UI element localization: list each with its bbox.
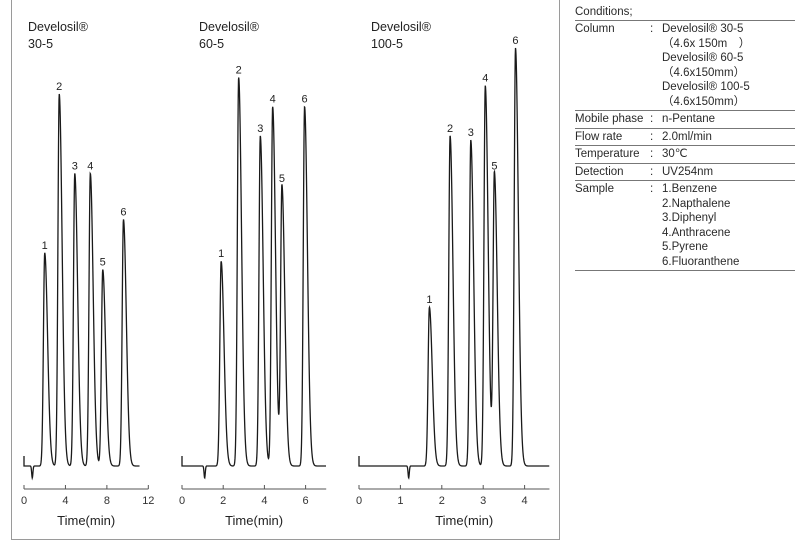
condition-key: Mobile phase <box>575 113 644 125</box>
x-tick-label: 4 <box>62 495 68 507</box>
condition-colon: : <box>650 148 654 160</box>
peak-label: 4 <box>482 73 488 85</box>
condition-row: Temperature:30℃ <box>575 146 795 164</box>
condition-value: n-Pentane <box>662 113 716 125</box>
x-tick-label: 6 <box>303 495 309 507</box>
condition-value: 1.Benzene <box>662 183 717 195</box>
condition-value: （4.6x150mm） <box>662 95 746 108</box>
panel-title: 30-5 <box>28 37 53 51</box>
condition-row: Detection: UV254nm <box>575 164 795 181</box>
condition-key: Temperature <box>575 148 640 160</box>
panel-title: Develosil® <box>371 20 432 34</box>
condition-row: Mobile phase: n-Pentane <box>575 111 795 129</box>
peak-label: 1 <box>42 240 48 252</box>
condition-colon: : <box>650 165 654 178</box>
condition-colon: : <box>650 113 654 125</box>
condition-key: Column <box>575 23 615 35</box>
panel-title: 100-5 <box>371 37 403 51</box>
x-axis-label: Time(min) <box>57 513 115 528</box>
x-axis-label: Time(min) <box>435 513 493 528</box>
peak-label: 6 <box>120 206 126 218</box>
condition-key: Flow rate <box>575 130 623 143</box>
chromatogram-trace <box>181 77 326 480</box>
peak-label: 2 <box>236 64 242 76</box>
condition-value: UV254nm <box>662 165 714 178</box>
condition-value: 5.Pyrene <box>662 241 709 253</box>
peak-label: 4 <box>87 160 93 172</box>
peak-label: 5 <box>491 160 497 172</box>
peak-label: 3 <box>72 160 78 172</box>
condition-colon: : <box>650 183 654 195</box>
peak-label: 4 <box>270 94 276 106</box>
panel-title: Develosil® <box>28 20 89 34</box>
x-tick-label: 4 <box>522 495 528 507</box>
condition-value: 6.Fluoranthene <box>662 255 740 268</box>
conditions-table: Conditions; Column: Develosil® 30-5 （4.6x … <box>575 4 795 271</box>
x-tick-label: 2 <box>220 495 226 507</box>
condition-key: Detection <box>575 165 624 178</box>
panel-title: Develosil® <box>199 20 260 34</box>
condition-value: 2.0ml/min <box>662 130 712 143</box>
x-tick-label: 4 <box>261 495 267 507</box>
peak-label: 2 <box>56 81 62 93</box>
x-tick-label: 3 <box>480 495 486 507</box>
condition-row: Column: Develosil® 30-5 （4.6x 150m ） Develo… <box>575 21 795 111</box>
peak-label: 2 <box>447 123 453 135</box>
x-tick-label: 0 <box>21 495 27 507</box>
peak-label: 1 <box>218 248 224 260</box>
chromatogram-trace <box>358 47 550 480</box>
peak-label: 6 <box>512 35 518 47</box>
condition-value: （4.6x 150m ） <box>662 37 751 50</box>
condition-value: Develosil® 30-5 <box>662 23 744 35</box>
peak-label: 1 <box>426 294 432 306</box>
x-tick-label: 1 <box>397 495 403 507</box>
condition-row: Sample:1.Benzene 2.Napthalene 3.Diphenyl 4.… <box>575 181 795 271</box>
condition-value: （4.6x150mm） <box>662 66 746 79</box>
x-tick-label: 8 <box>104 495 110 507</box>
condition-colon: : <box>650 130 654 143</box>
condition-row: Flow rate:2.0ml/min <box>575 129 795 146</box>
condition-value: 4.Anthracene <box>662 226 731 239</box>
peak-label: 3 <box>468 127 474 139</box>
condition-value: 2.Napthalene <box>662 197 731 210</box>
x-tick-label: 12 <box>142 495 154 507</box>
conditions-header: Conditions; <box>575 4 795 21</box>
x-tick-label: 0 <box>179 495 185 507</box>
chromatogram-frame <box>11 0 560 540</box>
x-tick-label: 0 <box>356 495 362 507</box>
condition-value: Develosil® 60-5 <box>662 52 744 64</box>
peak-label: 3 <box>257 123 263 135</box>
peak-label: 6 <box>302 94 308 106</box>
peak-label: 5 <box>100 257 106 269</box>
peak-label: 5 <box>279 173 285 185</box>
condition-key: Sample <box>575 183 614 195</box>
panel-title: 60-5 <box>199 37 224 51</box>
x-axis-label: Time(min) <box>225 513 283 528</box>
condition-value: Develosil® 100-5 <box>662 81 750 93</box>
condition-value: 30℃ <box>662 148 688 160</box>
chromatogram-trace <box>23 93 140 481</box>
x-tick-label: 2 <box>439 495 445 507</box>
condition-colon: : <box>650 23 654 35</box>
condition-value: 3.Diphenyl <box>662 212 717 224</box>
